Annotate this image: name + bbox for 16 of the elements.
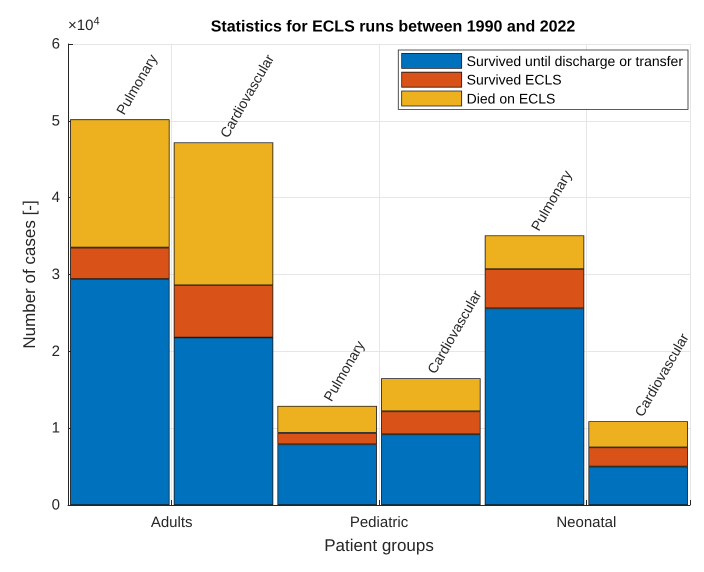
legend-label: Survived until discharge or transfer	[466, 52, 684, 69]
y-tick-label: 1	[52, 420, 60, 437]
y-tick-label: 6	[52, 36, 60, 52]
text: Adults	[150, 514, 193, 531]
chart-title: Statistics for ECLS runs between 1990 and 2022	[210, 18, 576, 36]
y-tick-label: 3	[52, 266, 60, 283]
y-axis-title: Number of cases [-]	[20, 200, 39, 349]
text: Neonatal	[556, 514, 616, 531]
y-tick-label: 4	[52, 189, 60, 206]
y-tick-label: 0	[52, 496, 60, 514]
y-tick-label: 5	[52, 112, 60, 130]
legend-label: Died on ECLS	[466, 90, 556, 106]
x-axis-title: Patient groups	[324, 536, 434, 555]
legend-label: Survived ECLS	[466, 72, 562, 88]
text: Pediatric	[350, 514, 409, 531]
y-tick-label: 2	[52, 342, 60, 360]
